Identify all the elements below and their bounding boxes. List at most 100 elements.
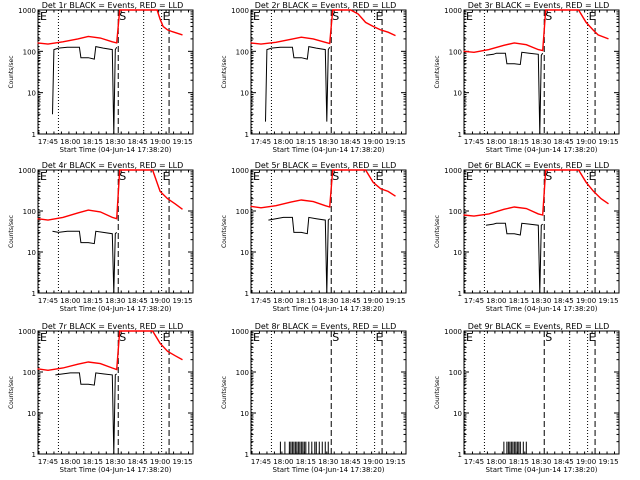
x-tick-label: 17:45 bbox=[38, 297, 58, 305]
y-tick-label: 1 bbox=[245, 131, 249, 139]
y-tick-label: 10 bbox=[240, 410, 249, 418]
x-tick-label: 18:00 bbox=[486, 297, 506, 305]
event-rate-line bbox=[52, 230, 118, 294]
x-tick-label: 18:15 bbox=[296, 297, 316, 305]
x-tick-label: 19:15 bbox=[172, 458, 192, 466]
x-tick-label: 19:15 bbox=[385, 138, 405, 146]
x-axis-label: Start Time (04-Jun-14 17:38:20) bbox=[486, 305, 598, 313]
x-axis-label: Start Time (04-Jun-14 17:38:20) bbox=[60, 305, 172, 313]
y-axis-label: Counts/sec bbox=[8, 376, 15, 409]
event-marker-label: E bbox=[40, 10, 47, 23]
x-tick-label: 18:45 bbox=[128, 297, 148, 305]
detector-panel-1: Det 1r BLACK = Events, RED = LLD 1 10 100 10… bbox=[8, 1, 194, 154]
y-tick-label: 1000 bbox=[444, 328, 462, 336]
y-axis-label: Counts/sec bbox=[221, 376, 228, 409]
event-marker-label: E bbox=[40, 170, 47, 183]
y-tick-label: 1000 bbox=[18, 7, 36, 15]
y-axis-label: Counts/sec bbox=[8, 215, 15, 248]
plot-frame bbox=[250, 330, 407, 455]
event-marker-label: E bbox=[376, 331, 383, 344]
y-tick-label: 1 bbox=[458, 131, 462, 139]
y-axis-label: Counts/sec bbox=[434, 215, 441, 248]
y-tick-label: 10 bbox=[240, 249, 249, 257]
y-tick-label: 1 bbox=[458, 290, 462, 298]
panel-title: Det 2r BLACK = Events, RED = LLD bbox=[255, 1, 397, 10]
event-marker-label: S bbox=[545, 170, 552, 183]
y-tick-label: 1 bbox=[32, 451, 36, 459]
event-rate-line bbox=[52, 46, 118, 135]
event-marker-label: S bbox=[119, 331, 126, 344]
event-marker-label: S bbox=[332, 170, 339, 183]
event-marker-label: S bbox=[119, 170, 126, 183]
y-axis-label: Counts/sec bbox=[8, 55, 15, 88]
x-tick-label: 18:45 bbox=[554, 138, 574, 146]
y-axis-label: Counts/sec bbox=[221, 215, 228, 248]
y-tick-label: 1000 bbox=[444, 167, 462, 175]
y-tick-label: 100 bbox=[236, 48, 249, 56]
x-tick-label: 18:45 bbox=[554, 458, 574, 466]
y-tick-label: 1000 bbox=[18, 328, 36, 336]
x-tick-label: 18:00 bbox=[273, 138, 293, 146]
x-tick-label: 19:15 bbox=[598, 138, 618, 146]
event-rate-line bbox=[485, 222, 544, 294]
x-tick-label: 19:00 bbox=[576, 138, 596, 146]
x-tick-label: 19:00 bbox=[150, 458, 170, 466]
panel-title: Det 1r BLACK = Events, RED = LLD bbox=[42, 1, 184, 10]
plot-frame bbox=[37, 330, 194, 455]
event-marker-label: E bbox=[376, 10, 383, 23]
x-tick-label: 19:15 bbox=[598, 297, 618, 305]
plot-frame bbox=[463, 169, 620, 294]
y-tick-label: 1 bbox=[458, 451, 462, 459]
event-marker-label: E bbox=[589, 331, 596, 344]
x-tick-label: 18:00 bbox=[60, 138, 80, 146]
x-tick-label: 18:30 bbox=[318, 458, 338, 466]
y-tick-label: 10 bbox=[27, 410, 36, 418]
y-tick-label: 1 bbox=[245, 451, 249, 459]
detector-panel-2: Det 2r BLACK = Events, RED = LLD 1 10 100 10… bbox=[221, 1, 407, 154]
y-tick-label: 10 bbox=[240, 90, 249, 98]
lld-rate-line bbox=[37, 330, 183, 372]
event-rate-line bbox=[268, 216, 331, 294]
event-marker-label: E bbox=[589, 170, 596, 183]
y-tick-label: 10 bbox=[453, 90, 462, 98]
x-tick-label: 18:00 bbox=[273, 458, 293, 466]
x-tick-label: 18:15 bbox=[83, 458, 103, 466]
y-tick-label: 1000 bbox=[231, 7, 249, 15]
plot-frame bbox=[250, 9, 407, 135]
event-marker-label: E bbox=[253, 10, 260, 23]
x-axis-label: Start Time (04-Jun-14 17:38:20) bbox=[486, 466, 598, 474]
y-tick-label: 100 bbox=[236, 369, 249, 377]
x-tick-label: 19:00 bbox=[150, 138, 170, 146]
x-tick-label: 18:30 bbox=[531, 458, 551, 466]
y-tick-label: 1000 bbox=[231, 328, 249, 336]
x-tick-label: 18:30 bbox=[318, 297, 338, 305]
x-tick-label: 17:45 bbox=[38, 458, 58, 466]
y-tick-label: 1000 bbox=[231, 167, 249, 175]
y-tick-label: 1 bbox=[32, 131, 36, 139]
x-tick-label: 18:45 bbox=[341, 458, 361, 466]
x-tick-label: 18:45 bbox=[554, 297, 574, 305]
x-tick-label: 19:15 bbox=[385, 458, 405, 466]
event-marker-label: S bbox=[332, 331, 339, 344]
detector-panel-5: Det 5r BLACK = Events, RED = LLD 1 10 100 10… bbox=[221, 161, 407, 313]
x-tick-label: 19:00 bbox=[576, 297, 596, 305]
event-marker-label: E bbox=[163, 170, 170, 183]
x-tick-label: 19:00 bbox=[363, 458, 383, 466]
event-marker-label: E bbox=[466, 170, 473, 183]
lld-rate-line bbox=[250, 9, 396, 45]
event-marker-label: S bbox=[545, 331, 552, 344]
y-tick-label: 100 bbox=[23, 48, 36, 56]
event-marker-label: S bbox=[332, 10, 339, 23]
x-tick-label: 18:00 bbox=[273, 297, 293, 305]
panel-title: Det 9r BLACK = Events, RED = LLD bbox=[468, 322, 610, 331]
y-tick-label: 100 bbox=[449, 369, 462, 377]
x-axis-label: Start Time (04-Jun-14 17:38:20) bbox=[486, 146, 598, 154]
panel-title: Det 5r BLACK = Events, RED = LLD bbox=[255, 161, 397, 170]
x-tick-label: 18:15 bbox=[296, 138, 316, 146]
x-axis-label: Start Time (04-Jun-14 17:38:20) bbox=[60, 466, 172, 474]
x-tick-label: 18:30 bbox=[105, 458, 125, 466]
lld-rate-line bbox=[37, 9, 183, 45]
x-axis-label: Start Time (04-Jun-14 17:38:20) bbox=[60, 146, 172, 154]
x-tick-label: 18:00 bbox=[60, 458, 80, 466]
